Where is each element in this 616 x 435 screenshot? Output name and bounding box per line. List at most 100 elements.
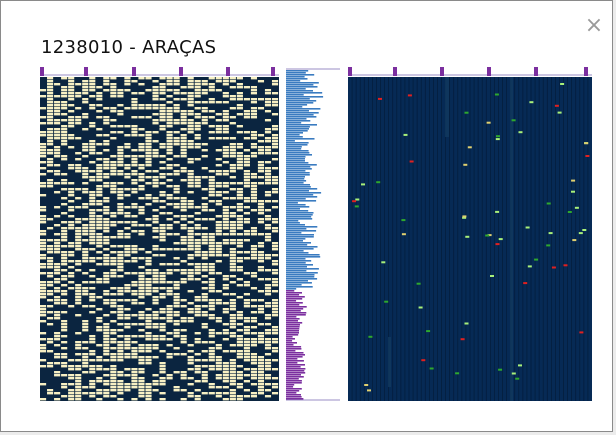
presence-cell — [229, 332, 236, 335]
presence-cell — [159, 224, 166, 227]
profile-bar — [286, 202, 298, 204]
presence-cell — [194, 353, 201, 356]
profile-bar — [286, 168, 312, 170]
presence-cell — [215, 200, 222, 203]
presence-cell — [208, 170, 215, 173]
presence-cell — [159, 368, 166, 371]
presence-cell — [89, 140, 96, 143]
presence-cell — [152, 185, 159, 188]
presence-cell — [201, 263, 208, 266]
presence-cell — [131, 188, 138, 191]
presence-cell — [131, 302, 138, 305]
presence-cell — [180, 305, 187, 308]
presence-cell — [257, 290, 265, 293]
presence-cell — [131, 368, 138, 371]
presence-cell — [131, 353, 138, 356]
presence-cell — [250, 338, 258, 341]
presence-cell — [187, 269, 194, 272]
presence-cell — [103, 383, 110, 386]
presence-cell — [166, 179, 173, 182]
presence-cell — [124, 323, 131, 326]
presence-cell — [159, 371, 166, 374]
profile-bar — [286, 214, 313, 216]
quality-flag — [498, 368, 503, 371]
presence-cell — [173, 371, 180, 374]
presence-cell — [264, 227, 272, 230]
quality-flag — [462, 216, 467, 219]
presence-cell — [152, 323, 159, 326]
presence-cell — [131, 116, 138, 119]
quality-flag — [585, 155, 590, 157]
presence-cell — [180, 260, 187, 263]
presence-cell — [173, 335, 180, 338]
presence-cell — [61, 89, 68, 92]
presence-cell — [138, 107, 145, 110]
presence-cell — [215, 191, 222, 194]
presence-cell — [117, 263, 124, 266]
presence-cell — [229, 308, 236, 311]
presence-cell — [257, 182, 265, 185]
presence-cell — [236, 296, 243, 299]
presence-cell — [250, 101, 258, 104]
presence-cell — [173, 323, 180, 326]
presence-cell — [257, 323, 265, 326]
presence-cell — [124, 347, 131, 350]
presence-cell — [187, 377, 194, 380]
presence-cell — [124, 89, 131, 92]
presence-cell — [82, 182, 89, 185]
presence-cell — [145, 203, 152, 206]
presence-cell — [68, 215, 75, 218]
presence-cell — [68, 122, 75, 125]
presence-cell — [215, 230, 222, 233]
presence-cell — [103, 167, 110, 170]
presence-cell — [180, 119, 187, 122]
presence-cell — [173, 233, 180, 236]
presence-cell — [103, 149, 110, 152]
presence-cell — [75, 293, 82, 296]
close-icon[interactable]: × — [584, 13, 604, 38]
presence-cell — [187, 362, 194, 365]
presence-cell — [40, 206, 47, 209]
presence-cell — [222, 242, 229, 245]
presence-cell — [201, 107, 208, 110]
presence-cell — [103, 338, 110, 341]
presence-cell — [110, 173, 117, 176]
presence-cell — [264, 257, 272, 260]
presence-cell — [152, 98, 159, 101]
presence-cell — [145, 131, 152, 134]
presence-cell — [201, 209, 208, 212]
presence-cell — [75, 170, 82, 173]
presence-cell — [75, 83, 82, 86]
presence-cell — [82, 323, 89, 326]
presence-cell — [257, 164, 265, 167]
presence-cell — [271, 206, 279, 209]
presence-cell — [40, 134, 47, 137]
presence-cell — [250, 146, 258, 149]
presence-cell — [187, 290, 194, 293]
presence-cell — [173, 299, 180, 302]
gap-band — [510, 77, 513, 401]
presence-cell — [40, 398, 47, 401]
quality-flag — [518, 364, 522, 367]
presence-cell — [222, 191, 229, 194]
presence-cell — [264, 179, 272, 182]
profile-bar — [286, 198, 306, 200]
presence-cell — [124, 251, 131, 254]
presence-cell — [243, 173, 250, 176]
presence-cell — [47, 149, 54, 152]
presence-cell — [166, 146, 173, 149]
profile-bar — [286, 380, 302, 382]
presence-cell — [61, 158, 68, 161]
presence-cell — [110, 257, 117, 260]
presence-cell — [208, 317, 215, 320]
quality-flag — [584, 142, 589, 145]
presence-cell — [131, 248, 138, 251]
presence-cell — [138, 293, 145, 296]
presence-cell — [201, 167, 208, 170]
presence-cell — [47, 101, 54, 104]
presence-cell — [187, 302, 194, 305]
presence-cell — [173, 302, 180, 305]
presence-cell — [271, 350, 279, 353]
presence-cell — [75, 221, 82, 224]
presence-cell — [131, 272, 138, 275]
